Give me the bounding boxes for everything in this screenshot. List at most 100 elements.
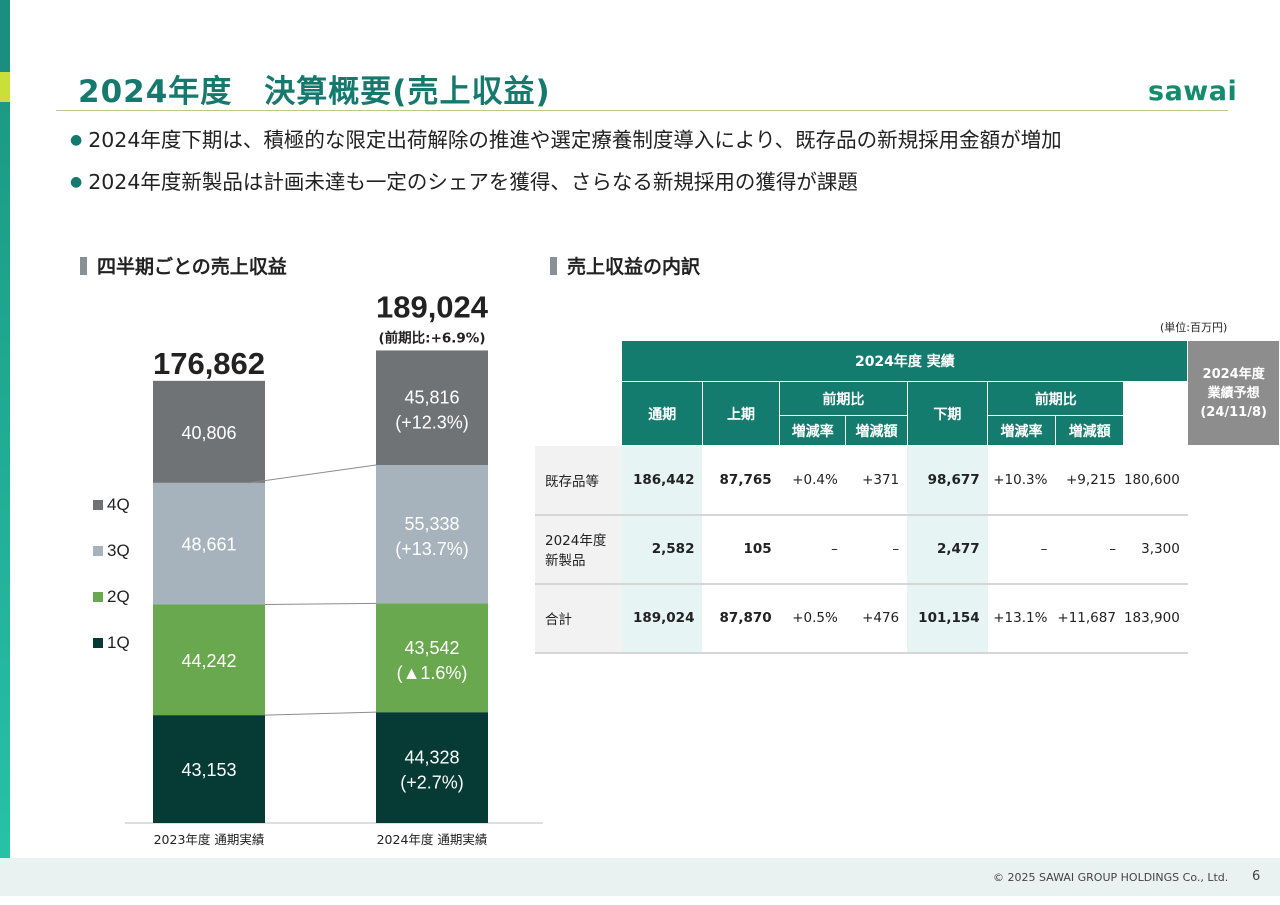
bar-segment-2q — [376, 603, 488, 713]
data-label: 43,542 — [404, 638, 459, 658]
data-label: 48,661 — [181, 535, 236, 555]
cell-h1-amount: – — [845, 514, 908, 585]
data-label: 55,338 — [404, 514, 459, 534]
bullet-item: ● 2024年度下期は、積極的な限定出荷解除の推進や選定療養制度導入により、既存品… — [70, 128, 1062, 152]
bullet-dot-icon: ● — [70, 132, 83, 148]
change-label: (+2.7%) — [400, 773, 464, 793]
data-label: 40,806 — [181, 423, 236, 443]
bar-segment-1q — [153, 715, 265, 823]
actual-group-header: 2024年度 実績 — [621, 340, 1189, 382]
table-subheader-row-2: 増減率 増減額 増減率 増減額 — [535, 415, 1280, 446]
table-header-row: 2024年度 実績 2024年度 業績予想 (24/11/8) — [535, 340, 1280, 446]
legend-swatch-2q — [93, 592, 103, 602]
bar-segment-2q — [153, 604, 265, 716]
cell-h1-rate: +0.5% — [779, 583, 846, 654]
bar-segment-3q — [376, 464, 488, 604]
revenue-breakdown-table: 2024年度 実績 2024年度 業績予想 (24/11/8) 通期 上期 前期… — [535, 340, 1280, 654]
change-label: (▲1.6%) — [397, 663, 468, 683]
heading-bar-icon — [550, 257, 557, 275]
table-corner — [535, 340, 622, 446]
quarterly-revenue-chart: 43,153 44,242 48,661 40,806 2023年度 通期実績 176,8… — [93, 289, 543, 847]
page-title: 2024年度 決算概要(売上収益) — [78, 74, 551, 110]
copyright-text: © 2025 SAWAI GROUP HOLDINGS Co., Ltd. — [993, 871, 1229, 884]
summary-bullets: ● 2024年度下期は、積極的な限定出荷解除の推進や選定療養制度導入により、既存品… — [70, 130, 1062, 214]
unit-note: (単位:百万円) — [1160, 321, 1228, 334]
legend-label: 3Q — [107, 541, 130, 560]
cell-full-year: 186,442 — [621, 445, 703, 516]
connector-line — [264, 711, 377, 716]
cell-first-half: 105 — [702, 514, 780, 585]
col-h1-amount: 増減額 — [845, 415, 908, 446]
cell-h1-amount: +476 — [845, 583, 908, 654]
title-divider — [56, 110, 1228, 111]
legend-swatch-3q — [93, 546, 103, 556]
cell-first-half: 87,870 — [702, 583, 780, 654]
row-label: 既存品等 — [535, 445, 622, 516]
data-label: 43,153 — [181, 760, 236, 780]
table-row: 合計 189,024 87,870 +0.5% +476 101,154 +13… — [535, 583, 1280, 654]
cell-h2-rate: +10.3% — [987, 445, 1056, 516]
bar-segment-3q — [153, 482, 265, 605]
cell-second-half: 2,477 — [907, 514, 988, 585]
col-second-half: 下期 — [906, 381, 989, 446]
cell-forecast: 183,900 — [1123, 583, 1188, 654]
category-label: 2023年度 通期実績 — [154, 832, 265, 847]
company-logo: sawai — [1148, 76, 1238, 107]
table-row: 既存品等 186,442 87,765 +0.4% +371 98,677 +1… — [535, 445, 1280, 516]
legend-swatch-1q — [93, 638, 103, 648]
bar-segment-4q — [376, 350, 488, 465]
legend-label: 4Q — [107, 495, 130, 514]
total-change-note: (前期比:+6.9%) — [379, 329, 486, 346]
bar-segment-1q — [376, 712, 488, 823]
row-label: 2024年度 新製品 — [535, 514, 622, 585]
table-heading: 売上収益の内訳 — [550, 252, 700, 279]
category-label: 2024年度 通期実績 — [377, 832, 488, 847]
heading-bar-icon — [80, 257, 87, 275]
cell-h1-amount: +371 — [845, 445, 908, 516]
connector-line — [264, 602, 377, 606]
bullet-item: ● 2024年度新製品は計画未達も一定のシェアを獲得、さらなる新規採用の獲得が課題 — [70, 170, 858, 194]
cell-full-year: 2,582 — [621, 514, 703, 585]
change-label: (+13.7%) — [395, 539, 469, 559]
total-label: 176,862 — [153, 346, 265, 381]
cell-forecast: 180,600 — [1123, 445, 1188, 516]
legend-label: 2Q — [107, 587, 130, 606]
sidebar-accent-top — [0, 0, 10, 72]
bullet-dot-icon: ● — [70, 174, 83, 190]
data-label: 44,328 — [404, 748, 459, 768]
connector-line — [248, 464, 377, 484]
cell-full-year: 189,024 — [621, 583, 703, 654]
cell-h1-rate: +0.4% — [779, 445, 846, 516]
col-full-year: 通期 — [621, 381, 703, 446]
cell-first-half: 87,765 — [702, 445, 780, 516]
change-label: (+12.3%) — [395, 413, 469, 433]
cell-h2-rate: +13.1% — [987, 583, 1056, 654]
col-first-half: 上期 — [701, 381, 781, 446]
cell-h2-rate: – — [987, 514, 1056, 585]
table-row: 2024年度 新製品 2,582 105 – – 2,477 – – 3,300 — [535, 514, 1280, 585]
sidebar-accent-low — [0, 102, 10, 862]
data-label: 45,816 — [404, 388, 459, 408]
col-h2-yoy: 前期比 — [987, 381, 1125, 416]
col-h1-yoy: 前期比 — [779, 381, 908, 416]
cell-h2-amount: – — [1055, 514, 1124, 585]
table-subheader-row: 通期 上期 前期比 下期 前期比 — [535, 381, 1280, 446]
col-h2-rate: 増減率 — [987, 415, 1056, 446]
total-label: 189,024 — [376, 289, 489, 324]
bar-segment-4q — [153, 380, 265, 483]
cell-h2-amount: +11,687 — [1055, 583, 1124, 654]
cell-second-half: 98,677 — [907, 445, 988, 516]
cell-second-half: 101,154 — [907, 583, 988, 654]
cell-h1-rate: – — [779, 514, 846, 585]
col-h1-rate: 増減率 — [779, 415, 847, 446]
data-label: 44,242 — [181, 651, 236, 671]
footer-band — [0, 858, 1280, 896]
cell-forecast: 3,300 — [1123, 514, 1188, 585]
sidebar-accent-mid — [0, 72, 10, 102]
row-label: 合計 — [535, 583, 622, 654]
forecast-header: 2024年度 業績予想 (24/11/8) — [1187, 340, 1280, 446]
legend-swatch-4q — [93, 500, 103, 510]
cell-h2-amount: +9,215 — [1055, 445, 1124, 516]
col-h2-amount: 増減額 — [1054, 415, 1125, 446]
page-number: 6 — [1252, 869, 1261, 884]
